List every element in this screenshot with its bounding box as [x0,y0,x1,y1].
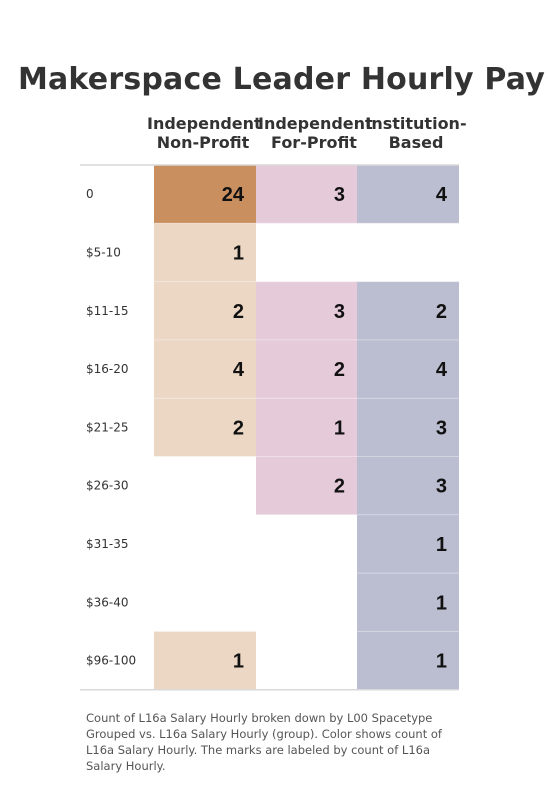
heatmap-cell [256,165,357,224]
row-label: $11-15 [86,304,129,318]
data-label: 1 [436,651,447,673]
heatmap-cell [256,339,357,399]
row-label: $96-100 [86,654,136,668]
heatmap-cell [154,165,256,224]
column-header-institution-based: Institution- Based [360,114,472,152]
data-label: 3 [334,184,345,206]
heatmap-cell [357,165,459,224]
data-label: 2 [233,417,244,439]
heatmap-cell [357,398,459,457]
column-header-line: Institution- [365,114,467,133]
heatmap-cell [154,339,256,399]
heatmap-cell [357,456,459,515]
heatmap-cell [357,281,459,340]
data-label: 3 [436,476,447,498]
heatmap-cell [154,281,256,340]
data-label: 4 [436,184,448,206]
heatmap-cell [154,631,256,690]
heatmap-cell [357,573,459,632]
row-label: $26-30 [86,479,129,493]
data-label: 4 [233,359,245,381]
row-label: $31-35 [86,537,129,551]
heatmap-cell [154,398,256,457]
data-label: 2 [334,476,345,498]
heatmap-cell [256,398,357,457]
data-label: 1 [436,534,447,556]
heatmap-cell [154,223,256,282]
heatmap-cell [357,514,459,574]
column-header-independent-for-profit: Independent For-Profit [258,114,373,152]
data-label: 3 [334,301,345,323]
data-label: 1 [233,651,244,673]
heatmap-cell [256,456,357,515]
column-header-line: Independent [258,114,373,133]
data-label: 4 [436,359,448,381]
column-header-line: Independent [147,114,262,133]
row-label: $5-10 [86,245,121,259]
heatmap-cell [256,281,357,340]
data-label: 2 [233,301,244,323]
chart-caption: Count of L16a Salary Hourly broken down … [86,711,442,773]
chart-title: Makerspace Leader Hourly Pay [17,62,546,97]
data-label: 1 [233,242,244,264]
column-header-independent-non-profit: Independent Non-Profit [147,114,262,152]
data-label: 2 [436,301,447,323]
data-label: 1 [436,592,447,614]
row-label: $16-20 [86,362,129,376]
column-header-line: Based [388,133,444,152]
row-label: $36-40 [86,595,129,609]
row-label: 0 [86,187,94,201]
data-label: 2 [334,359,345,381]
row-label: $21-25 [86,420,129,434]
data-label: 24 [222,184,245,206]
column-header-line: Non-Profit [156,133,250,152]
data-label: 3 [436,417,447,439]
data-label: 1 [334,417,345,439]
heatmap-chart: 0 $5-10 $11-15 $16-20 $21-25 $26-30 $31-35 $36-… [80,164,459,691]
heatmap-cell [357,339,459,399]
column-header-line: For-Profit [271,133,357,152]
heatmap-cell [357,631,459,690]
